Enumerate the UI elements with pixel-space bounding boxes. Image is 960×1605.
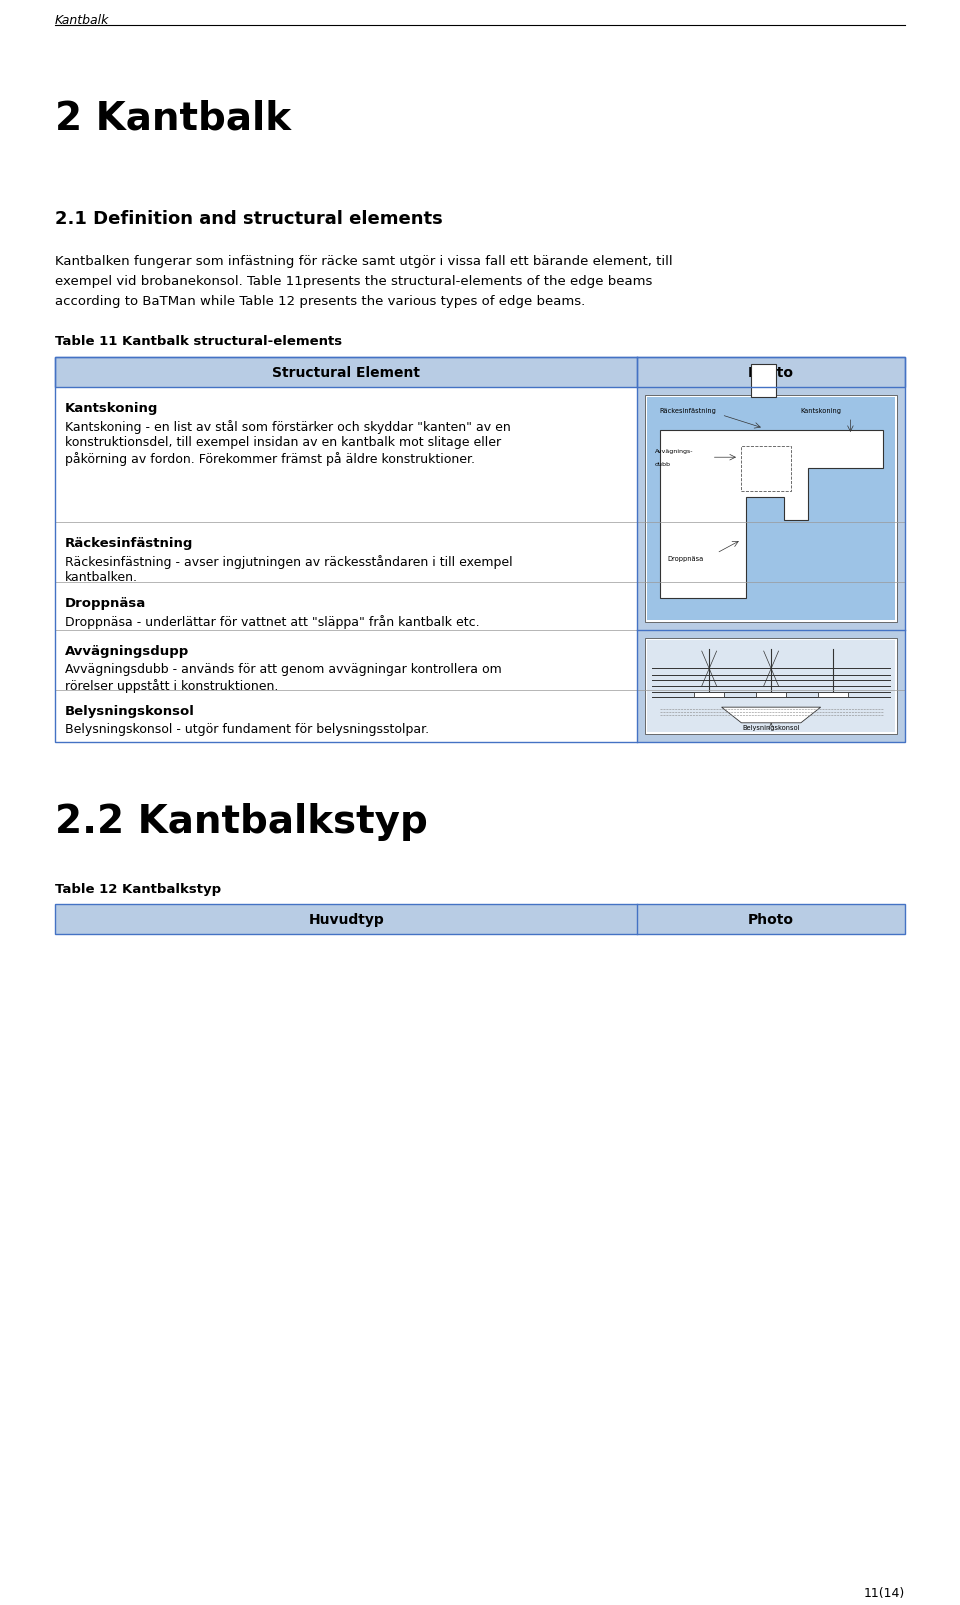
Bar [645,396,897,623]
Text: Kantbalk: Kantbalk [55,14,109,27]
Bar [756,692,786,698]
Text: Kantskoning: Kantskoning [65,401,158,414]
Text: dubb: dubb [655,462,671,467]
Text: Droppnäsa: Droppnäsa [65,597,146,610]
Text: 2.2 Kantbalkstyp: 2.2 Kantbalkstyp [55,802,428,841]
Bar [647,640,895,732]
Bar [55,358,905,388]
Text: Structural Element: Structural Element [272,366,420,380]
Text: according to BaTMan while Table 12 presents the various types of edge beams.: according to BaTMan while Table 12 prese… [55,295,586,308]
Text: påkörning av fordon. Förekommer främst på äldre konstruktioner.: påkörning av fordon. Förekommer främst p… [65,451,475,465]
Bar [752,364,776,398]
Text: Kantbalken fungerar som infästning för räcke samt utgör i vissa fall ett bärande: Kantbalken fungerar som infästning för r… [55,255,673,268]
Polygon shape [722,708,821,724]
Bar [694,692,724,698]
Text: exempel vid brobanekonsol. Table 11presents the structural-elements of the edge : exempel vid brobanekonsol. Table 11prese… [55,274,653,287]
Text: 2.1 Definition and structural elements: 2.1 Definition and structural elements [55,210,443,228]
Text: 11(14): 11(14) [864,1586,905,1599]
Bar [645,639,897,735]
Text: Photo: Photo [748,912,794,926]
Text: Droppnäsa: Droppnäsa [667,555,704,562]
Bar [55,358,905,388]
Text: Räckesinfästning: Räckesinfästning [65,536,193,549]
Bar [55,905,905,934]
Text: Droppnäsa - underlättar för vattnet att "släppa" från kantbalk etc.: Droppnäsa - underlättar för vattnet att … [65,615,480,629]
Text: Table 12 Kantbalkstyp: Table 12 Kantbalkstyp [55,883,221,896]
Bar [647,398,895,621]
Bar [741,446,791,491]
Text: Belysningskonsol: Belysningskonsol [742,725,800,730]
Text: konstruktionsdel, till exempel insidan av en kantbalk mot slitage eller: konstruktionsdel, till exempel insidan a… [65,435,501,449]
Text: kantbalken.: kantbalken. [65,571,138,584]
Text: Photo: Photo [748,366,794,380]
Text: Kantskoning: Kantskoning [801,408,842,414]
Text: Belysningskonsol - utgör fundament för belysningsstolpar.: Belysningskonsol - utgör fundament för b… [65,722,429,735]
Bar [637,388,905,743]
Text: rörelser uppstått i konstruktionen.: rörelser uppstått i konstruktionen. [65,679,278,692]
Polygon shape [660,432,882,599]
Text: Räckesinfästning: Räckesinfästning [660,408,716,414]
Bar [55,905,905,934]
Text: Avvägningsdubb - används för att genom avvägningar kontrollera om: Avvägningsdubb - används för att genom a… [65,663,502,676]
Bar [55,358,905,743]
Text: Kantskoning - en list av stål som förstärker och skyddar "kanten" av en: Kantskoning - en list av stål som förstä… [65,421,511,433]
Text: Table 11 Kantbalk structural-elements: Table 11 Kantbalk structural-elements [55,335,342,348]
Bar [818,692,848,698]
Text: Huvudtyp: Huvudtyp [308,912,384,926]
Text: Belysningskonsol: Belysningskonsol [65,705,195,717]
Text: Avvägnings-: Avvägnings- [655,449,693,454]
Text: Räckesinfästning - avser ingjutningen av räckesståndaren i till exempel: Räckesinfästning - avser ingjutningen av… [65,555,513,568]
Text: 2 Kantbalk: 2 Kantbalk [55,100,291,138]
Text: Avvägningsdupp: Avvägningsdupp [65,645,189,658]
